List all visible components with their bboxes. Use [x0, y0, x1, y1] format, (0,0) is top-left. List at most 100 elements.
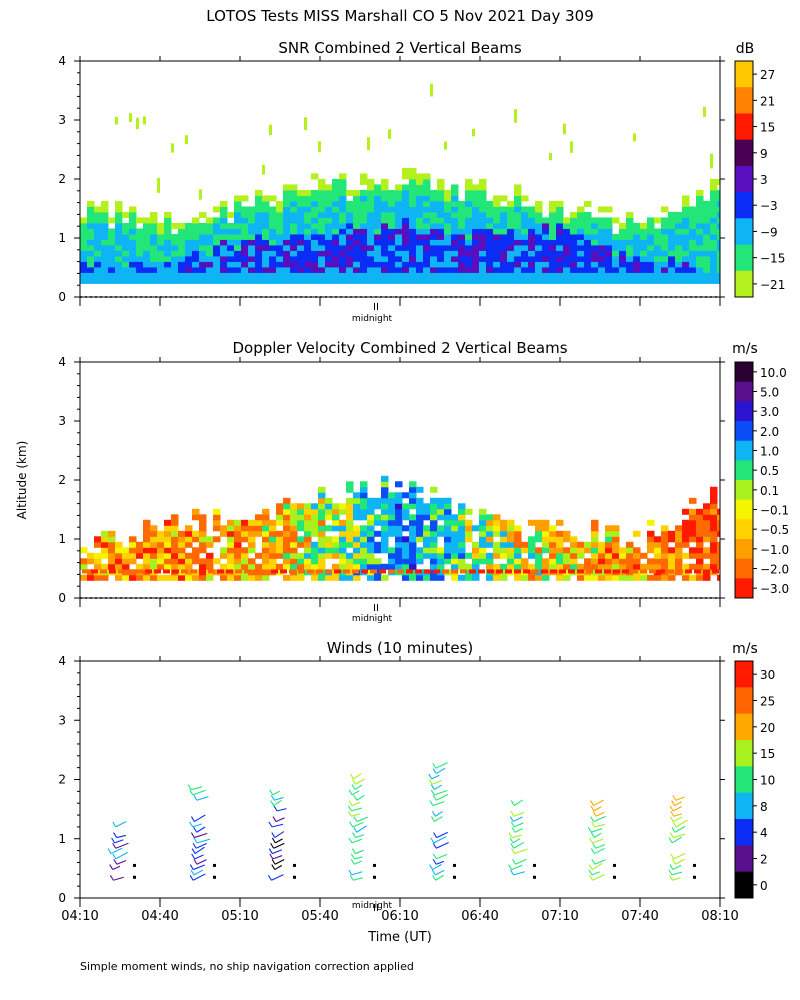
doppler-cell	[528, 547, 536, 554]
snr-cell	[689, 228, 697, 235]
doppler-cell	[227, 563, 235, 570]
doppler-cell	[458, 519, 466, 526]
doppler-cell	[94, 558, 102, 565]
snr-cell	[549, 261, 557, 268]
doppler-cell	[122, 574, 130, 581]
doppler-cell	[451, 563, 459, 570]
snr-cell	[682, 266, 690, 273]
snr-cell	[353, 250, 361, 257]
snr-cell	[80, 222, 88, 229]
snr-cell	[696, 233, 704, 240]
doppler-cell	[549, 563, 557, 570]
wind-barb	[590, 816, 595, 822]
snr-cell	[269, 124, 272, 136]
doppler-cell	[458, 558, 466, 565]
doppler-cell	[402, 574, 410, 581]
snr-cell	[710, 184, 718, 191]
doppler-cell	[661, 558, 669, 565]
snr-cell	[710, 261, 718, 268]
snr-cell	[325, 228, 333, 235]
snr-cell	[535, 266, 543, 273]
doppler-cell	[458, 552, 466, 559]
snr-cell	[164, 261, 172, 268]
doppler-cell	[353, 492, 361, 499]
snr-cell	[633, 222, 641, 229]
snr-cell	[682, 277, 690, 284]
snr-cell	[605, 250, 613, 257]
doppler-cell	[675, 563, 683, 570]
doppler-cell	[661, 574, 669, 581]
snr-cell	[241, 228, 249, 235]
snr-cell	[563, 250, 571, 257]
doppler-cell	[458, 525, 466, 532]
y-tick-label: 3	[58, 113, 66, 127]
snr-cell	[668, 217, 676, 224]
doppler-cell	[290, 514, 298, 521]
doppler-cell	[528, 536, 536, 543]
doppler-cell	[409, 481, 417, 488]
snr-cell	[262, 239, 270, 246]
snr-cell	[577, 255, 585, 262]
snr-cell	[318, 277, 326, 284]
snr-cell	[710, 255, 718, 262]
doppler-cell	[367, 514, 375, 521]
snr-cell	[542, 272, 550, 279]
doppler-cell	[262, 563, 270, 570]
wind-barbs	[107, 762, 696, 881]
doppler-cell	[416, 574, 424, 581]
snr-cell	[591, 255, 599, 262]
snr-cell	[710, 228, 718, 235]
wind-barb	[271, 823, 284, 828]
doppler-cell	[199, 536, 207, 543]
snr-cell	[395, 217, 403, 224]
doppler-cell	[101, 574, 109, 581]
doppler-cell	[416, 497, 424, 504]
snr-cell	[591, 233, 599, 240]
snr-cell	[458, 206, 466, 213]
snr-cell	[514, 217, 522, 224]
doppler-cell	[157, 536, 165, 543]
snr-cell	[374, 244, 382, 251]
doppler-cell	[507, 563, 515, 570]
snr-cell	[612, 217, 620, 224]
snr-cell	[297, 244, 305, 251]
snr-cell	[255, 211, 263, 218]
snr-cell	[710, 222, 718, 229]
snr-cell	[619, 250, 627, 257]
snr-cell	[577, 250, 585, 257]
snr-cell	[283, 244, 291, 251]
doppler-cell	[395, 514, 403, 521]
wind-calm-marker	[293, 863, 296, 867]
doppler-cell	[563, 569, 571, 576]
doppler-cell	[514, 569, 521, 574]
colorbar-swatch	[735, 244, 753, 272]
snr-cell	[521, 217, 529, 224]
snr-cell	[696, 206, 704, 213]
snr-cell	[248, 222, 256, 229]
snr-cell	[367, 189, 375, 196]
doppler-cell	[591, 569, 599, 576]
snr-cell	[290, 266, 298, 273]
snr-cell	[479, 222, 487, 229]
doppler-cell	[703, 530, 711, 537]
snr-cell	[283, 277, 291, 284]
doppler-cell	[283, 574, 291, 581]
snr-cell	[451, 250, 459, 257]
doppler-cell	[668, 558, 676, 565]
doppler-cell	[234, 563, 242, 570]
doppler-cell	[283, 519, 291, 526]
snr-cell	[542, 261, 550, 268]
snr-cell	[556, 233, 564, 240]
doppler-cell	[332, 552, 340, 559]
doppler-cell	[311, 541, 319, 548]
doppler-cell	[346, 536, 354, 543]
snr-cell	[367, 184, 375, 191]
snr-cell	[290, 200, 298, 207]
snr-cell	[241, 222, 249, 229]
doppler-cell	[647, 519, 655, 526]
snr-cell	[388, 261, 396, 268]
doppler-cell	[395, 530, 403, 537]
snr-cell	[318, 233, 326, 240]
doppler-cell	[227, 525, 235, 532]
doppler-cell	[227, 547, 235, 554]
